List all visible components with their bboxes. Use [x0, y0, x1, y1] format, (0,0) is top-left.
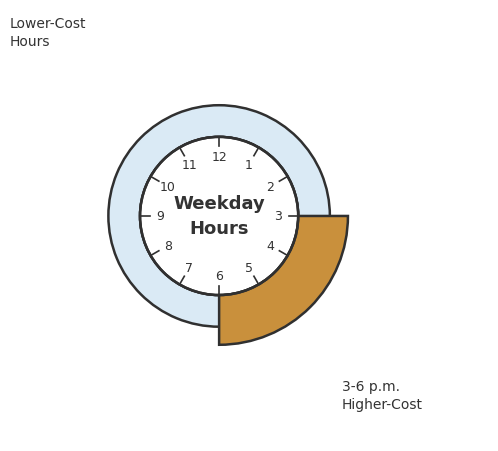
Text: 2: 2: [266, 180, 274, 193]
Text: 3: 3: [274, 210, 282, 223]
Text: 7: 7: [185, 261, 193, 274]
Text: 4: 4: [266, 239, 274, 253]
Text: 9: 9: [156, 210, 164, 223]
Text: 6: 6: [215, 269, 223, 282]
Text: Weekday: Weekday: [173, 194, 265, 212]
Text: 1: 1: [245, 159, 252, 172]
Text: 10: 10: [160, 180, 176, 193]
Text: 12: 12: [211, 151, 227, 164]
Circle shape: [140, 138, 298, 295]
Text: 8: 8: [164, 239, 172, 253]
Wedge shape: [109, 106, 330, 327]
Text: 11: 11: [182, 159, 197, 172]
Text: 3-6 p.m.
Higher-Cost: 3-6 p.m. Higher-Cost: [342, 379, 423, 411]
Text: Hours: Hours: [189, 220, 249, 237]
Text: Lower-Cost
Hours: Lower-Cost Hours: [10, 17, 87, 49]
Wedge shape: [219, 216, 348, 345]
Text: 5: 5: [245, 261, 253, 274]
